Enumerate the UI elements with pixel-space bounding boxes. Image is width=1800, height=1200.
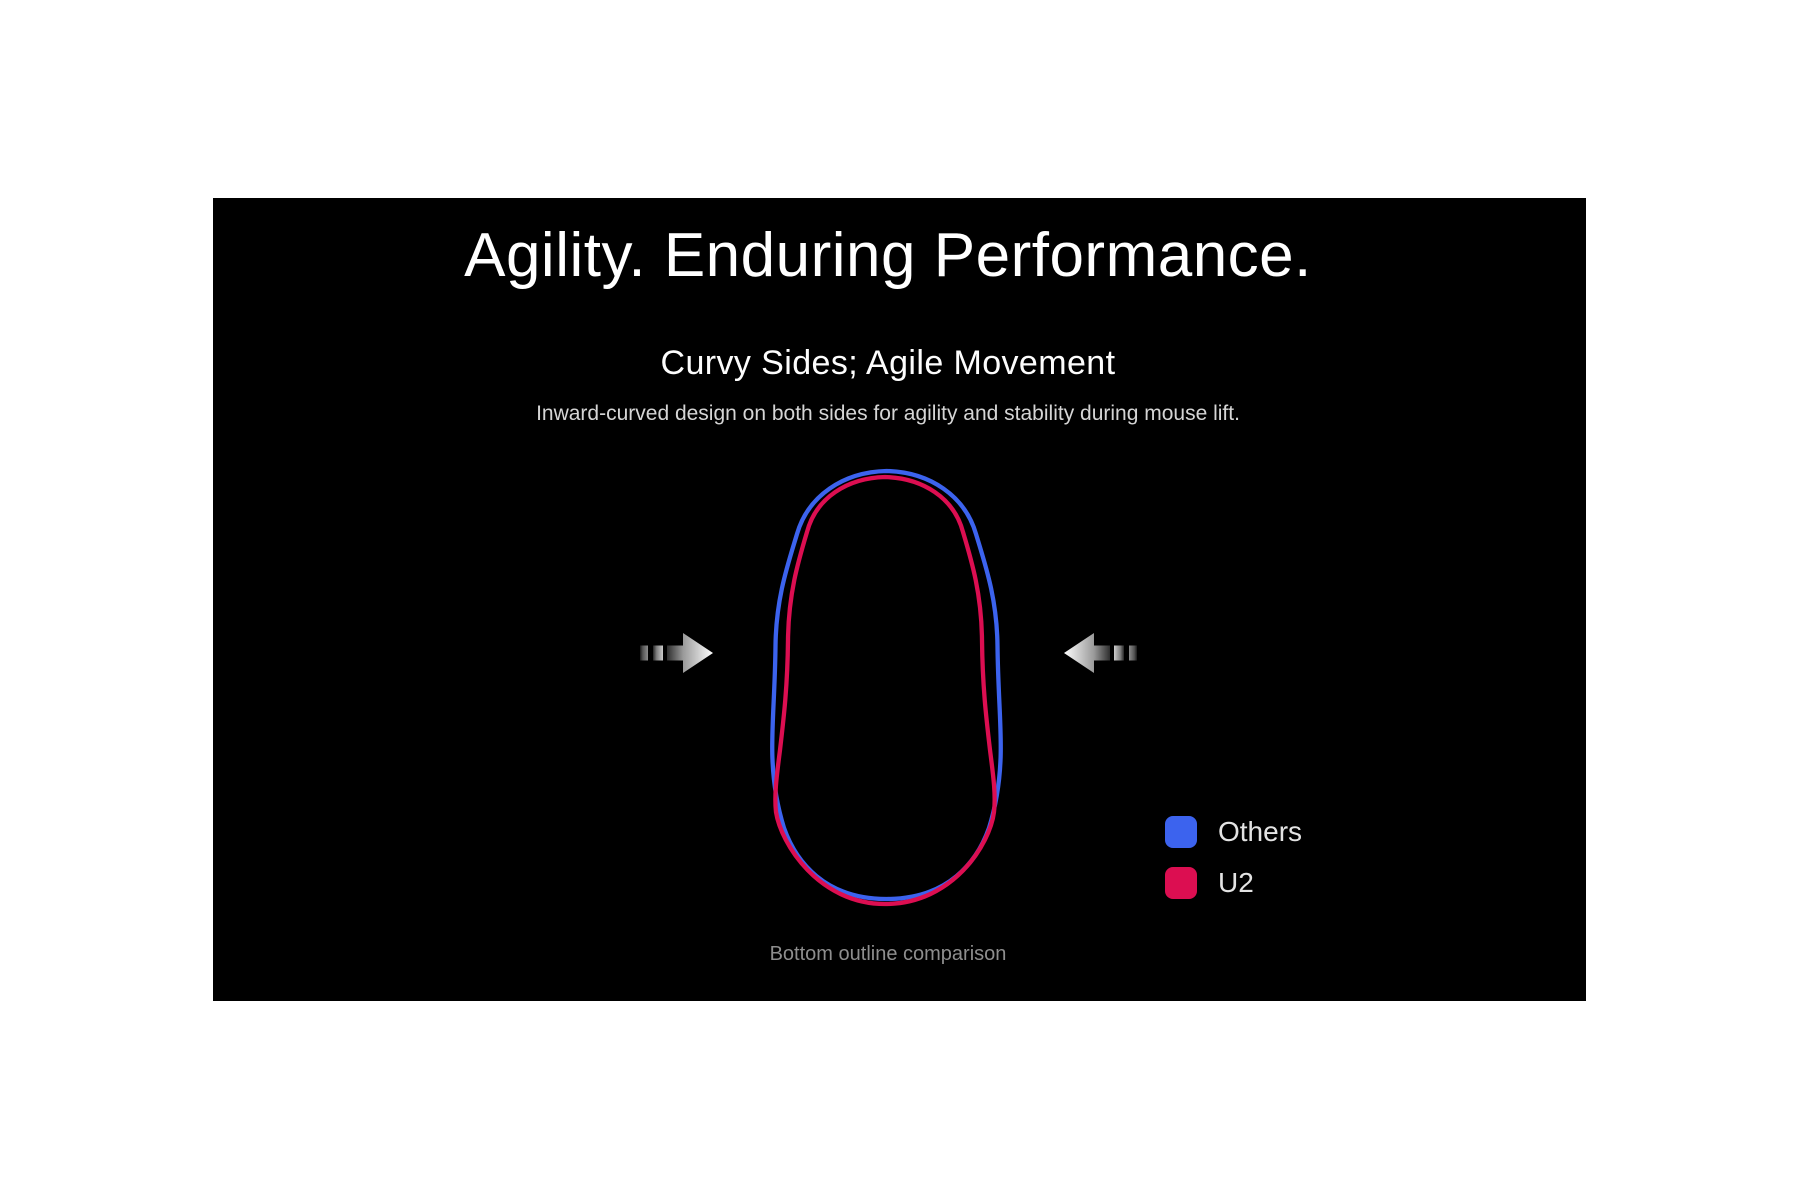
arrow-left-icon: [1064, 633, 1137, 673]
mouse-outline-figure: [770, 468, 1003, 907]
legend-swatch-rect: [1165, 867, 1197, 899]
arrow-tail-dash: [653, 645, 663, 661]
section-description: Inward-curved design on both sides for a…: [536, 402, 1240, 425]
legend-row-u2: U2: [1164, 866, 1302, 900]
figure-caption: Bottom outline comparison: [769, 943, 1007, 965]
hero-panel: Agility. Enduring Performance. Curvy Sid…: [213, 198, 1586, 1001]
arrow-tail-dash: [1114, 645, 1124, 661]
arrow-tail-dash: [640, 645, 648, 661]
section-subtitle: Curvy Sides; Agile Movement: [660, 344, 1116, 382]
legend-swatch-u2: [1165, 867, 1197, 899]
arrow-tail-dash: [1129, 645, 1137, 661]
legend-swatch-rect: [1165, 816, 1197, 848]
page-title: Agility. Enduring Performance.: [464, 221, 1312, 290]
legend: Others U2: [1164, 815, 1302, 900]
legend-label-u2: U2: [1218, 867, 1254, 898]
arrow-right-icon: [640, 633, 713, 673]
legend-row-others: Others: [1164, 815, 1302, 849]
legend-label-others: Others: [1218, 816, 1303, 847]
arrow-body: [1064, 633, 1110, 673]
others-outline-path: [770, 468, 1003, 902]
arrow-body: [667, 633, 713, 673]
u2-outline-path: [773, 474, 997, 907]
legend-swatch-others: [1165, 816, 1197, 848]
